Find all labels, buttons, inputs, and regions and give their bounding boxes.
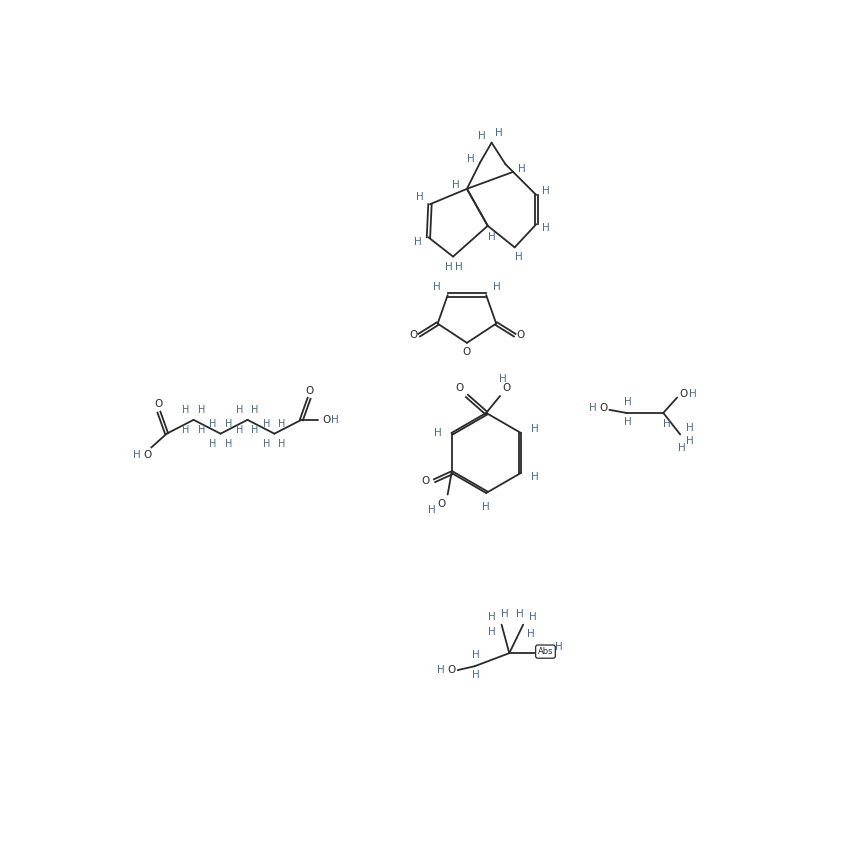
Text: H: H	[500, 609, 508, 619]
Text: O: O	[678, 389, 687, 399]
Text: H: H	[554, 642, 562, 652]
Text: H: H	[251, 404, 258, 415]
Text: H: H	[209, 419, 217, 428]
Text: H: H	[182, 425, 189, 435]
Text: H: H	[467, 154, 474, 164]
Text: H: H	[514, 252, 522, 262]
Text: H: H	[488, 232, 496, 242]
Text: H: H	[235, 425, 243, 435]
Text: H: H	[415, 192, 423, 202]
Text: H: H	[331, 415, 339, 425]
Text: H: H	[688, 389, 695, 399]
Text: H: H	[541, 186, 548, 196]
Text: O: O	[447, 665, 456, 675]
Text: H: H	[495, 128, 502, 139]
Text: H: H	[182, 404, 189, 415]
Text: H: H	[685, 423, 693, 433]
Text: O: O	[462, 347, 471, 357]
Text: H: H	[263, 439, 270, 449]
Text: O: O	[502, 383, 510, 393]
Text: H: H	[482, 502, 490, 512]
Text: H: H	[278, 419, 286, 428]
Text: H: H	[663, 419, 670, 428]
Text: H: H	[433, 428, 441, 438]
Text: H: H	[488, 612, 496, 622]
Text: H: H	[455, 262, 462, 273]
Text: H: H	[478, 132, 485, 141]
Text: H: H	[133, 451, 141, 460]
Text: H: H	[444, 262, 452, 273]
Text: H: H	[499, 374, 507, 384]
Text: H: H	[452, 180, 460, 190]
Text: H: H	[428, 505, 436, 515]
Text: H: H	[251, 425, 258, 435]
Text: H: H	[677, 444, 685, 453]
Text: H: H	[414, 237, 421, 247]
Text: O: O	[322, 415, 330, 425]
Text: O: O	[305, 386, 313, 396]
Text: H: H	[515, 609, 524, 619]
Text: H: H	[531, 472, 538, 482]
Text: H: H	[528, 612, 536, 622]
Text: H: H	[518, 164, 525, 174]
Text: H: H	[588, 404, 595, 413]
Text: H: H	[432, 282, 440, 292]
Text: H: H	[526, 629, 534, 639]
Text: O: O	[421, 475, 429, 486]
Text: O: O	[409, 330, 416, 340]
Text: O: O	[599, 404, 606, 413]
Text: H: H	[224, 439, 232, 449]
Text: O: O	[455, 383, 463, 393]
Text: H: H	[541, 223, 548, 233]
Text: H: H	[278, 439, 286, 449]
Text: H: H	[235, 404, 243, 415]
Text: O: O	[516, 330, 525, 340]
Text: O: O	[143, 451, 151, 460]
Text: O: O	[437, 498, 445, 509]
Text: H: H	[531, 424, 538, 433]
Text: H: H	[197, 425, 205, 435]
Text: H: H	[624, 417, 631, 428]
Text: H: H	[472, 651, 479, 660]
Text: H: H	[224, 419, 232, 428]
Text: H: H	[197, 404, 205, 415]
Text: H: H	[472, 670, 479, 681]
Text: O: O	[154, 399, 163, 410]
Text: H: H	[624, 397, 631, 407]
Text: H: H	[492, 282, 500, 292]
Text: Abs: Abs	[537, 647, 553, 656]
Text: H: H	[488, 628, 496, 637]
Text: H: H	[263, 419, 270, 428]
Text: H: H	[209, 439, 217, 449]
Text: H: H	[685, 436, 693, 445]
Text: H: H	[437, 665, 444, 675]
